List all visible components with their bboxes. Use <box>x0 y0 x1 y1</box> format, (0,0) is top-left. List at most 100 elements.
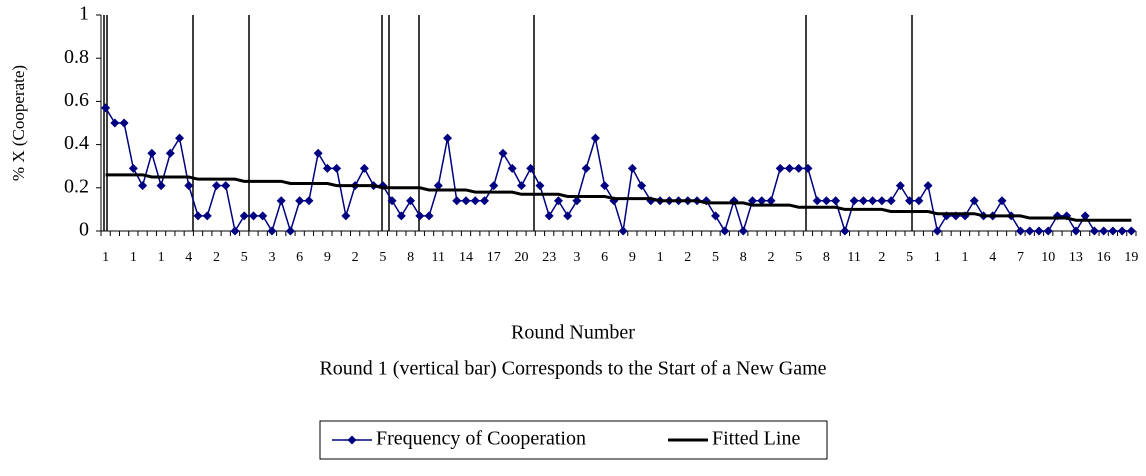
y-tick-label: 1 <box>79 3 89 25</box>
x-tick-label: 17 <box>487 250 501 265</box>
x-tick-label: 2 <box>352 250 359 265</box>
x-tick-label: 7 <box>1017 250 1024 265</box>
x-tick-label: 9 <box>629 250 636 265</box>
marker <box>128 163 138 173</box>
legend-label: Fitted Line <box>712 428 800 450</box>
x-tick-label: 5 <box>379 250 386 265</box>
x-tick-label: 1 <box>130 250 137 265</box>
marker <box>572 196 582 206</box>
marker <box>581 163 591 173</box>
x-tick-label: 5 <box>795 250 802 265</box>
x-tick-label: 9 <box>324 250 331 265</box>
y-axis-title: % X (Cooperate) <box>9 65 28 181</box>
legend-marker <box>347 435 357 445</box>
x-tick-label: 8 <box>823 250 830 265</box>
marker <box>110 118 120 128</box>
marker <box>1117 226 1127 236</box>
marker <box>165 148 175 158</box>
x-tick-label: 3 <box>573 250 580 265</box>
x-tick-label: 4 <box>185 250 192 265</box>
marker <box>101 103 111 113</box>
marker <box>248 211 258 221</box>
marker <box>489 181 499 191</box>
x-tick-label: 2 <box>878 250 885 265</box>
marker <box>535 181 545 191</box>
marker <box>147 148 157 158</box>
x-tick-label: 8 <box>740 250 747 265</box>
marker <box>1025 226 1035 236</box>
marker <box>711 211 721 221</box>
marker <box>969 196 979 206</box>
x-tick-label: 10 <box>1041 250 1055 265</box>
marker <box>332 163 342 173</box>
marker <box>1034 226 1044 236</box>
marker <box>849 196 859 206</box>
marker <box>563 211 573 221</box>
marker <box>322 163 332 173</box>
marker <box>858 196 868 206</box>
x-axis-title: Round Number <box>511 322 635 344</box>
x-tick-label: 1 <box>102 250 109 265</box>
marker <box>1126 226 1136 236</box>
marker <box>461 196 471 206</box>
y-tick-label: 0 <box>79 219 89 241</box>
marker <box>775 163 785 173</box>
x-tick-label: 3 <box>268 250 275 265</box>
marker <box>905 196 915 206</box>
marker <box>285 226 295 236</box>
marker <box>193 211 203 221</box>
marker <box>452 196 462 206</box>
marker <box>877 196 887 206</box>
marker <box>895 181 905 191</box>
marker <box>313 148 323 158</box>
marker <box>415 211 425 221</box>
marker <box>544 211 554 221</box>
x-tick-label: 1 <box>962 250 969 265</box>
x-tick-label: 13 <box>1069 250 1083 265</box>
x-tick-label: 6 <box>296 250 303 265</box>
y-tick-label: 0.8 <box>64 46 89 68</box>
x-tick-label: 1 <box>657 250 664 265</box>
marker <box>821 196 831 206</box>
x-tick-label: 23 <box>542 250 556 265</box>
x-tick-label: 1 <box>158 250 165 265</box>
marker <box>886 196 896 206</box>
marker <box>175 133 185 143</box>
marker <box>1099 226 1109 236</box>
x-tick-label: 5 <box>241 250 248 265</box>
marker <box>359 163 369 173</box>
x-tick-label: 14 <box>459 250 473 265</box>
marker <box>766 196 776 206</box>
x-tick-label: 5 <box>712 250 719 265</box>
marker <box>600 181 610 191</box>
marker <box>221 181 231 191</box>
marker <box>1080 211 1090 221</box>
marker <box>831 196 841 206</box>
x-tick-label: 5 <box>906 250 913 265</box>
y-tick-label: 0.6 <box>64 89 89 111</box>
legend-label: Frequency of Cooperation <box>376 428 586 450</box>
marker <box>258 211 268 221</box>
marker <box>433 181 443 191</box>
marker <box>923 181 933 191</box>
marker <box>184 181 194 191</box>
marker <box>784 163 794 173</box>
x-tick-label: 16 <box>1097 250 1111 265</box>
marker <box>720 226 730 236</box>
marker <box>812 196 822 206</box>
x-tick-label: 20 <box>514 250 528 265</box>
marker <box>119 118 129 128</box>
marker <box>304 196 314 206</box>
x-tick-label: 11 <box>432 250 445 265</box>
marker <box>406 196 416 206</box>
marker <box>840 226 850 236</box>
marker <box>267 226 277 236</box>
marker <box>526 163 536 173</box>
marker <box>295 196 305 206</box>
marker <box>138 181 148 191</box>
note: Round 1 (vertical bar) Corresponds to th… <box>319 358 826 380</box>
marker <box>387 196 397 206</box>
marker <box>341 211 351 221</box>
x-tick-label: 6 <box>601 250 608 265</box>
marker <box>1089 226 1099 236</box>
